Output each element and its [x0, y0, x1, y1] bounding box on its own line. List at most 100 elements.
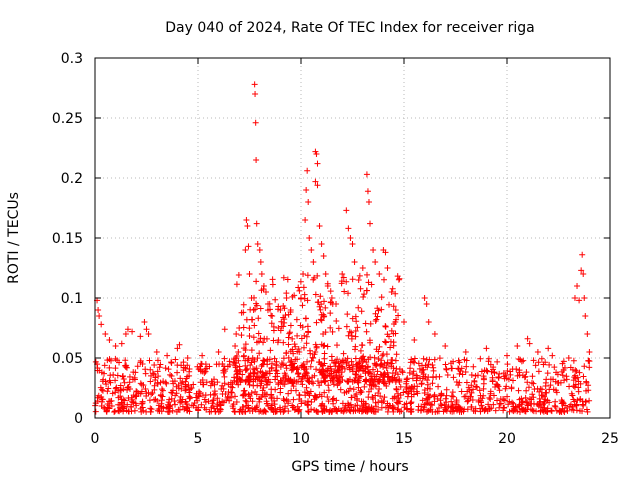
data-point [239, 371, 246, 378]
data-point [256, 247, 263, 253]
data-point [454, 403, 461, 410]
data-point [335, 325, 342, 332]
data-point [548, 407, 555, 414]
data-point [352, 371, 359, 378]
data-point [356, 408, 363, 415]
data-point [98, 396, 105, 403]
data-point [170, 380, 177, 387]
data-point [301, 389, 308, 396]
data-point [260, 384, 267, 391]
data-point [290, 350, 297, 357]
data-point [529, 373, 536, 380]
data-point [495, 375, 502, 382]
data-point [538, 392, 545, 399]
data-point [532, 362, 539, 369]
y-tick-label: 0.3 [61, 51, 83, 67]
data-point [120, 386, 127, 393]
data-point [327, 310, 334, 317]
data-point [352, 333, 359, 340]
data-point [492, 407, 499, 414]
data-point [474, 372, 481, 379]
data-point [456, 359, 463, 366]
data-point [328, 295, 335, 301]
data-point [253, 300, 260, 307]
data-point [403, 378, 410, 385]
data-point [229, 403, 236, 410]
data-point [156, 364, 163, 371]
data-point [358, 388, 365, 395]
data-point [101, 370, 108, 377]
data-point [219, 398, 226, 405]
data-point [336, 362, 343, 369]
data-point [524, 379, 531, 386]
data-point [478, 402, 485, 409]
data-point [347, 235, 354, 241]
data-point [444, 371, 451, 378]
data-point [96, 367, 103, 374]
data-point [468, 389, 475, 396]
data-point [490, 364, 497, 371]
data-point [382, 339, 389, 346]
data-point [107, 379, 114, 386]
data-point [500, 373, 507, 380]
data-point [132, 369, 139, 376]
data-point [426, 400, 433, 407]
data-point [92, 408, 99, 415]
data-point [338, 373, 345, 380]
data-point [304, 323, 311, 330]
data-point [226, 358, 233, 365]
data-point [280, 361, 287, 368]
data-point [380, 398, 387, 405]
data-point [94, 398, 101, 405]
data-point [559, 372, 566, 379]
data-point [579, 401, 586, 408]
data-point [387, 338, 394, 345]
data-point [186, 389, 193, 396]
data-point [316, 382, 323, 389]
data-point [206, 363, 213, 370]
data-point [225, 381, 232, 388]
data-point [345, 225, 352, 232]
data-point [272, 367, 279, 374]
data-point [216, 361, 223, 368]
data-point [291, 341, 298, 348]
data-point [410, 371, 417, 378]
data-point [152, 377, 159, 384]
data-point [349, 365, 356, 372]
data-point [269, 281, 276, 288]
data-point [255, 315, 262, 322]
data-point [285, 334, 292, 341]
data-point [308, 406, 315, 413]
data-point [122, 331, 129, 337]
data-point [131, 407, 138, 414]
data-point [211, 376, 218, 383]
data-point [308, 399, 315, 406]
data-point [330, 395, 337, 402]
data-point [236, 366, 243, 373]
data-point [574, 397, 581, 404]
data-point [214, 395, 221, 402]
data-point [248, 390, 255, 397]
data-point [429, 380, 436, 387]
data-point [296, 349, 303, 356]
data-point [352, 403, 359, 410]
data-point [572, 367, 579, 374]
data-point [367, 370, 374, 377]
data-point [260, 283, 267, 289]
data-point [283, 362, 290, 369]
data-point [363, 171, 370, 178]
data-point [338, 278, 345, 285]
data-point [242, 397, 249, 404]
data-point [386, 402, 393, 409]
data-point [516, 367, 523, 374]
data-point [280, 339, 287, 346]
data-point [472, 407, 479, 414]
data-point [485, 401, 492, 408]
data-point [247, 395, 254, 402]
data-point [113, 384, 120, 391]
data-point [392, 357, 399, 364]
data-point [390, 330, 397, 337]
data-point [257, 368, 264, 375]
data-point [299, 324, 306, 331]
data-point [413, 372, 420, 379]
